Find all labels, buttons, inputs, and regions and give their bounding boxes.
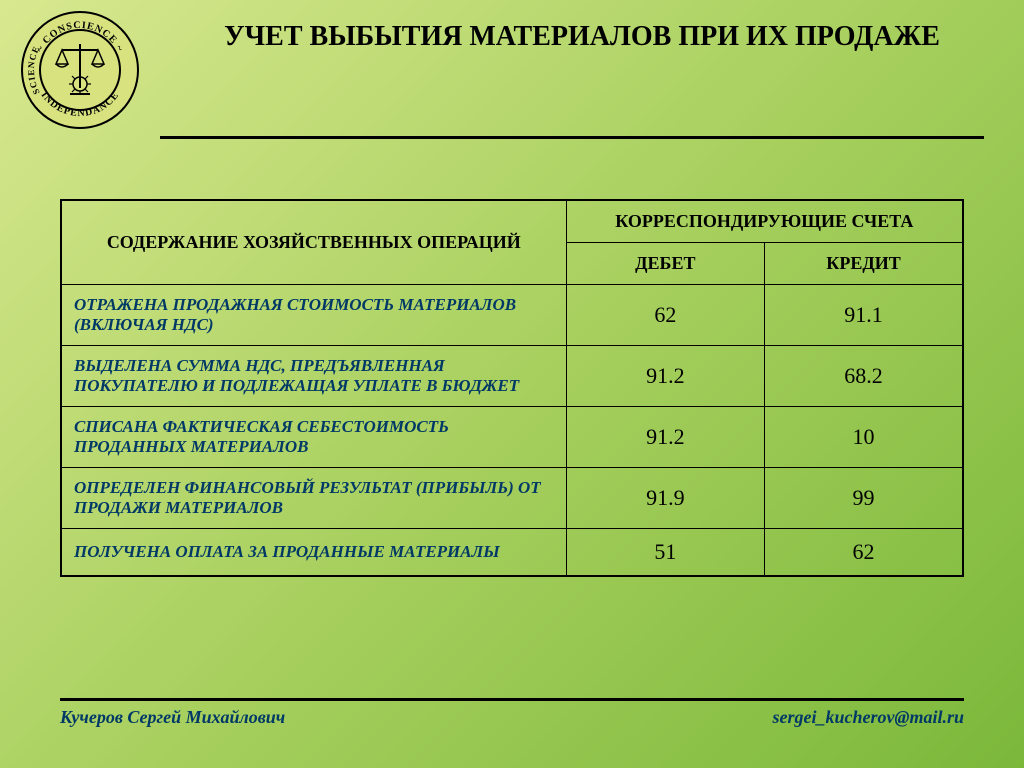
footer: Кучеров Сергей Михайлович sergei_kuchero… — [60, 698, 964, 728]
footer-email: sergei_kucherov@mail.ru — [773, 707, 964, 728]
col-credit: КРЕДИТ — [765, 243, 963, 285]
page-title: УЧЕТ ВЫБЫТИЯ МАТЕРИАЛОВ ПРИ ИХ ПРОДАЖЕ — [160, 20, 1004, 54]
col-accounts: КОРРЕСПОНДИРУЮЩИЕ СЧЕТА — [566, 200, 963, 243]
col-operations: СОДЕРЖАНИЕ ХОЗЯЙСТВЕННЫХ ОПЕРАЦИЙ — [61, 200, 566, 285]
row-label: ВЫДЕЛЕНА СУММА НДС, ПРЕДЪЯВЛЕННАЯ ПОКУПА… — [61, 346, 566, 407]
table-row: ОПРЕДЕЛЕН ФИНАНСОВЫЙ РЕЗУЛЬТАТ (ПРИБЫЛЬ)… — [61, 468, 963, 529]
table-row: ПОЛУЧЕНА ОПЛАТА ЗА ПРОДАННЫЕ МАТЕРИАЛЫ51… — [61, 529, 963, 577]
row-label: ОПРЕДЕЛЕН ФИНАНСОВЫЙ РЕЗУЛЬТАТ (ПРИБЫЛЬ)… — [61, 468, 566, 529]
debit-cell: 91.2 — [566, 346, 764, 407]
col-debit: ДЕБЕТ — [566, 243, 764, 285]
table-container: СОДЕРЖАНИЕ ХОЗЯЙСТВЕННЫХ ОПЕРАЦИЙ КОРРЕС… — [0, 139, 1024, 577]
credit-cell: 62 — [765, 529, 963, 577]
credit-cell: 91.1 — [765, 285, 963, 346]
debit-cell: 51 — [566, 529, 764, 577]
row-label: СПИСАНА ФАКТИЧЕСКАЯ СЕБЕСТОИМОСТЬ ПРОДАН… — [61, 407, 566, 468]
table-row: ОТРАЖЕНА ПРОДАЖНАЯ СТОИМОСТЬ МАТЕРИАЛОВ … — [61, 285, 963, 346]
debit-cell: 62 — [566, 285, 764, 346]
debit-cell: 91.2 — [566, 407, 764, 468]
row-label: ОТРАЖЕНА ПРОДАЖНАЯ СТОИМОСТЬ МАТЕРИАЛОВ … — [61, 285, 566, 346]
credit-cell: 68.2 — [765, 346, 963, 407]
seal-logo: ~ CONSCIENCE ~ INDEPENDANCE SCIENCE — [20, 10, 140, 130]
header: ~ CONSCIENCE ~ INDEPENDANCE SCIENCE — [0, 0, 1024, 130]
credit-cell: 99 — [765, 468, 963, 529]
debit-cell: 91.9 — [566, 468, 764, 529]
title-block: УЧЕТ ВЫБЫТИЯ МАТЕРИАЛОВ ПРИ ИХ ПРОДАЖЕ — [160, 10, 1004, 54]
footer-author: Кучеров Сергей Михайлович — [60, 707, 285, 728]
operations-table: СОДЕРЖАНИЕ ХОЗЯЙСТВЕННЫХ ОПЕРАЦИЙ КОРРЕС… — [60, 199, 964, 577]
table-row: ВЫДЕЛЕНА СУММА НДС, ПРЕДЪЯВЛЕННАЯ ПОКУПА… — [61, 346, 963, 407]
table-row: СПИСАНА ФАКТИЧЕСКАЯ СЕБЕСТОИМОСТЬ ПРОДАН… — [61, 407, 963, 468]
credit-cell: 10 — [765, 407, 963, 468]
footer-divider — [60, 698, 964, 701]
row-label: ПОЛУЧЕНА ОПЛАТА ЗА ПРОДАННЫЕ МАТЕРИАЛЫ — [61, 529, 566, 577]
